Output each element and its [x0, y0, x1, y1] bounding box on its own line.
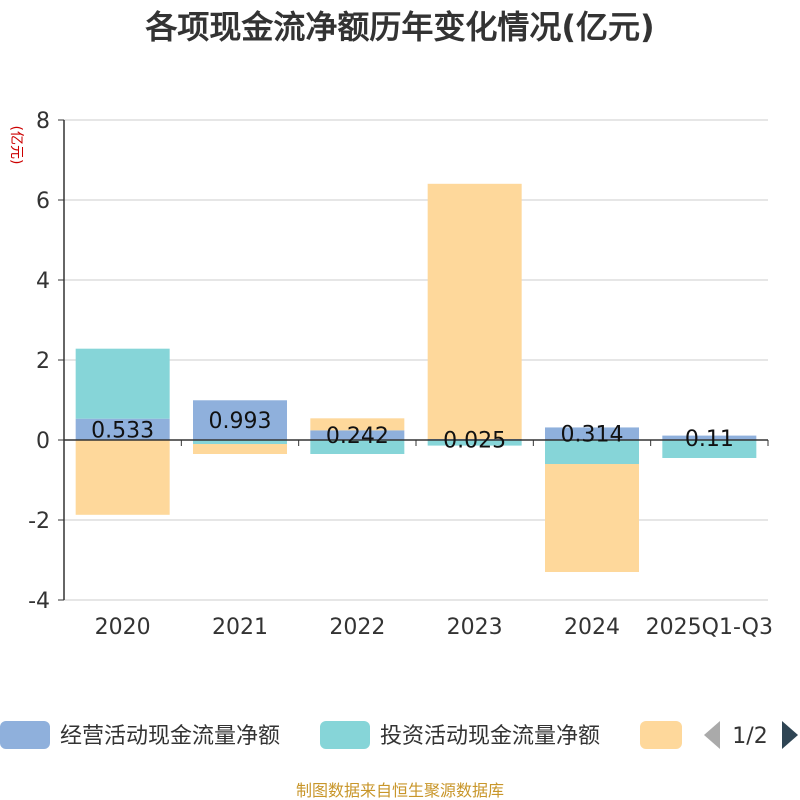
bar — [75, 418, 170, 440]
legend-label[interactable]: 投资活动现金流量净额 — [380, 724, 600, 749]
legend: 经营活动现金流量净额 投资活动现金流量净额 — [0, 721, 682, 749]
bar — [193, 440, 287, 444]
x-tick-label: 2023 — [447, 615, 503, 640]
y-axis-ticks: -4 -2 0 2 4 6 8 — [28, 109, 64, 614]
legend-page-indicator: 1/2 — [732, 724, 767, 749]
bar — [545, 440, 639, 464]
data-label: 0.993 — [209, 409, 272, 434]
bar — [545, 464, 639, 572]
data-label: 0.242 — [326, 424, 389, 449]
x-tick-label: 2025Q1-Q3 — [646, 615, 773, 640]
data-label: 0.11 — [685, 427, 734, 452]
bar — [193, 444, 287, 454]
bar — [662, 435, 757, 440]
bar — [427, 440, 522, 446]
legend-prev-icon[interactable] — [704, 721, 720, 749]
legend-swatch[interactable] — [320, 721, 370, 749]
x-tick-label: 2020 — [95, 615, 151, 640]
legend-swatch[interactable] — [640, 721, 682, 749]
bar — [310, 440, 405, 454]
bars — [75, 183, 757, 572]
bar — [662, 440, 757, 458]
legend-swatch[interactable] — [0, 721, 50, 749]
y-tick-label: 6 — [36, 189, 50, 214]
data-label: 0.314 — [561, 423, 624, 448]
x-tick-label: 2022 — [329, 615, 385, 640]
y-axis-label: (亿元) — [8, 126, 24, 165]
legend-next-icon[interactable] — [782, 721, 798, 749]
x-tick-label: 2021 — [212, 615, 268, 640]
bar — [75, 348, 170, 419]
x-axis-ticks: 2020 2021 2022 2023 2024 2025Q1-Q3 — [95, 615, 773, 640]
y-tick-label: 8 — [36, 109, 50, 134]
y-tick-label: -2 — [28, 509, 50, 534]
data-source-note: 制图数据来自恒生聚源数据库 — [296, 781, 504, 800]
bar — [310, 430, 405, 440]
data-labels: 0.533 0.993 0.242 0.025 0.314 0.11 — [91, 409, 734, 453]
chart-title: 各项现金流净额历年变化情况(亿元) — [145, 8, 654, 46]
y-tick-label: 2 — [36, 349, 50, 374]
y-tick-label: 4 — [36, 269, 50, 294]
bar — [310, 418, 405, 431]
bar — [193, 400, 287, 440]
legend-pager: 1/2 — [704, 721, 798, 749]
data-label: 0.025 — [443, 429, 506, 454]
bar — [545, 427, 639, 440]
bar — [75, 440, 170, 515]
x-tick-label: 2024 — [564, 615, 620, 640]
axes — [63, 120, 769, 600]
y-tick-label: -4 — [28, 589, 50, 614]
data-label: 0.533 — [91, 418, 154, 443]
y-tick-label: 0 — [36, 429, 50, 454]
legend-label[interactable]: 经营活动现金流量净额 — [60, 724, 280, 749]
bar — [427, 183, 522, 439]
